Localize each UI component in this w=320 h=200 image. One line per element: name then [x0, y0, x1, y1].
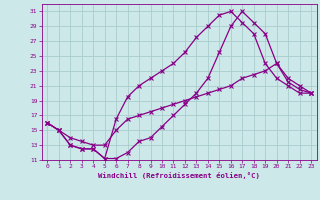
X-axis label: Windchill (Refroidissement éolien,°C): Windchill (Refroidissement éolien,°C): [98, 172, 260, 179]
